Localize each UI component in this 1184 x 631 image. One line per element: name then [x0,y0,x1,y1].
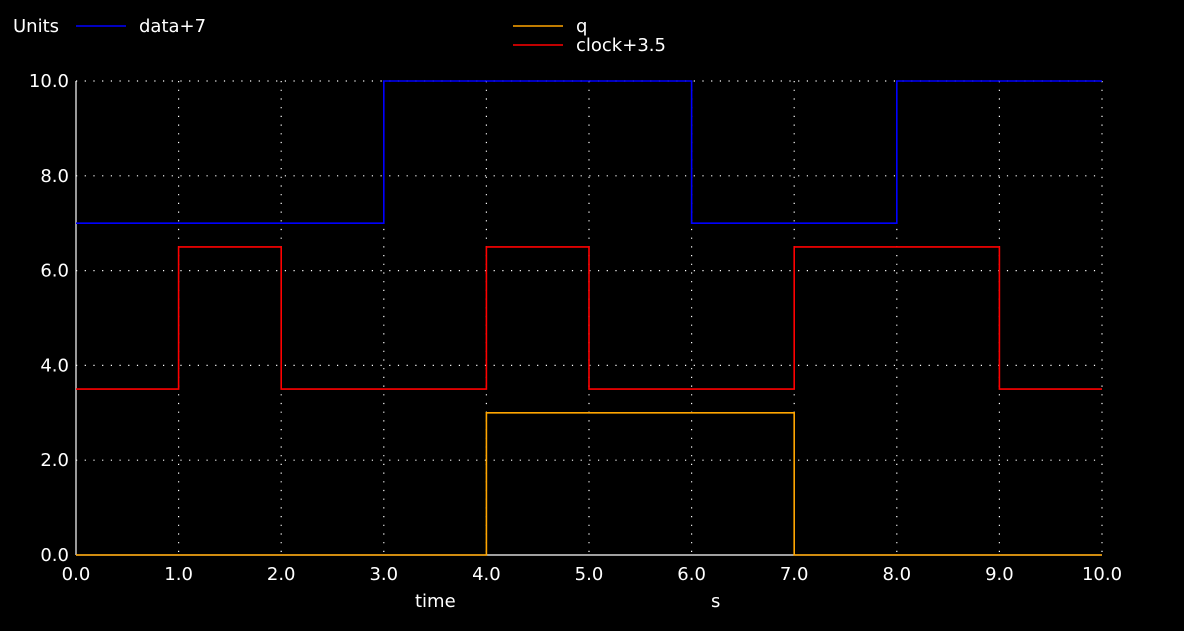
x-tick-label: 7.0 [780,564,809,585]
x-tick-label: 6.0 [677,564,706,585]
y-tick-label: 10.0 [29,71,69,92]
x-tick-label: 10.0 [1082,564,1122,585]
x-tick-labels: 0.0 1.0 2.0 3.0 4.0 5.0 6.0 7.0 8.0 9.0 10.0 [62,564,1122,585]
x-tick-label: 8.0 [882,564,911,585]
y-tick-label: 8.0 [40,166,69,187]
legend-label-data7: data+7 [139,16,206,37]
x-tick-label: 1.0 [164,564,193,585]
y-tick-label: 6.0 [40,261,69,282]
y-tick-label: 0.0 [40,545,69,566]
series-line-data-7 [76,80,1102,224]
x-tick-label: 2.0 [267,564,296,585]
series-line-clock-3-5 [76,246,1102,390]
y-tick-label: 2.0 [40,450,69,471]
series-line-q [76,411,1102,556]
x-tick-label: 3.0 [369,564,398,585]
x-tick-label: 9.0 [985,564,1014,585]
y-tick-label: 4.0 [40,355,69,376]
legend-label-q: q [576,16,587,37]
x-axis-label: time [415,591,456,612]
units-label: Units [13,16,59,37]
y-tick-labels: 0.0 2.0 4.0 6.0 8.0 10.0 [29,71,69,566]
legend-label-clock: clock+3.5 [576,35,666,56]
x-axis-unit: s [711,591,720,612]
x-tick-label: 0.0 [62,564,91,585]
x-tick-label: 4.0 [472,564,501,585]
x-tick-label: 5.0 [575,564,604,585]
legend: data+7 q clock+3.5 [76,16,666,56]
series-lines [76,80,1102,556]
